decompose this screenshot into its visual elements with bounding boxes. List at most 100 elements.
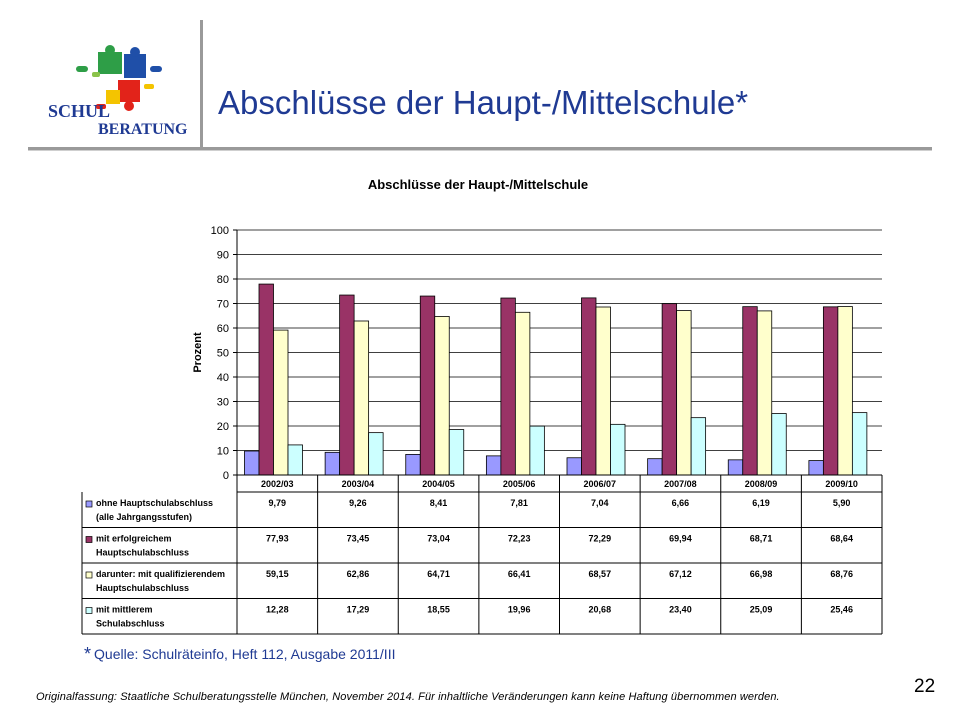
source-note: * Quelle: Schulräteinfo, Heft 112, Ausgab… [84, 644, 395, 665]
category-label: 2008/09 [745, 479, 778, 489]
category-label: 2007/08 [664, 479, 697, 489]
bar-2002/03-s3 [273, 329, 289, 476]
data-label: 64,71 [427, 569, 450, 579]
puzzle-dash-red [96, 104, 106, 109]
y-tick-label: 30 [217, 397, 229, 409]
page-title: Abschlüsse der Haupt-/Mittelschule* [218, 84, 749, 121]
category-label: 2003/04 [342, 479, 375, 489]
legend-swatch-s4 [85, 607, 93, 614]
header-vertical-divider [200, 20, 203, 148]
y-tick-label: 80 [217, 274, 229, 286]
y-axis-label: Prozent [192, 332, 204, 373]
data-label: 73,45 [347, 534, 370, 544]
bar-2005/06-s4 [529, 425, 545, 476]
legend-swatch-s2 [85, 536, 93, 543]
bar-2008/09-s4 [771, 413, 787, 476]
y-tick-label: 0 [223, 470, 229, 482]
legend-label-s4: Schulabschluss [96, 619, 165, 629]
y-tick-label: 50 [217, 348, 229, 360]
puzzle-piece-red [118, 80, 140, 102]
bar-2006/07-s2 [581, 297, 597, 476]
data-label: 62,86 [347, 569, 370, 579]
data-label: 77,93 [266, 534, 289, 544]
category-label: 2005/06 [503, 479, 536, 489]
data-label: 66,41 [508, 569, 531, 579]
y-tick-label: 100 [211, 225, 229, 237]
data-label: 19,96 [508, 605, 531, 615]
data-label: 17,29 [347, 605, 370, 615]
data-label: 69,94 [669, 534, 692, 544]
bar-2003/04-s1 [324, 451, 341, 476]
data-label: 25,46 [830, 605, 853, 615]
data-label: 72,23 [508, 534, 531, 544]
legend-label-s1: (alle Jahrgangsstufen) [96, 512, 192, 522]
data-label: 7,81 [510, 498, 528, 508]
bar-2009/10-s3 [837, 306, 853, 476]
source-asterisk: * [84, 644, 92, 664]
bar-2006/07-s4 [610, 423, 626, 476]
bar-2008/09-s3 [756, 310, 773, 476]
bar-2004/05-s4 [448, 429, 465, 476]
category-label: 2004/05 [422, 479, 455, 489]
bar-2008/09-s1 [727, 459, 744, 476]
puzzle-dash-yellow [144, 84, 154, 89]
data-label: 9,79 [269, 498, 287, 508]
legend-label-s3: darunter: mit qualifizierendem [96, 569, 225, 579]
bar-2006/07-s1 [566, 457, 582, 476]
legend-label-s3: Hauptschulabschluss [96, 583, 189, 593]
legend-swatch-s3 [85, 571, 93, 579]
source-text: Quelle: Schulräteinfo, Heft 112, Ausgabe… [94, 646, 396, 662]
puzzle-dash-lightgreen [92, 72, 100, 77]
data-label: 67,12 [669, 569, 692, 579]
bar-2003/04-s3 [353, 320, 370, 476]
data-label: 68,64 [830, 534, 853, 544]
data-label: 72,29 [589, 534, 612, 544]
logo-text-beratung: BERATUNG [98, 121, 188, 138]
bar-2004/05-s1 [405, 453, 421, 476]
bar-2007/08-s4 [690, 417, 707, 476]
data-label: 68,57 [589, 569, 612, 579]
schulberatung-logo: SCHUL BERATUNG [40, 40, 190, 140]
data-label: 73,04 [427, 534, 450, 544]
category-label: 2009/10 [825, 479, 858, 489]
y-tick-label: 40 [217, 372, 229, 384]
bar-2002/03-s2 [258, 283, 274, 476]
bar-2003/04-s4 [368, 432, 384, 476]
chart-title: Abschlüsse der Haupt-/Mittelschule [368, 177, 588, 192]
data-label: 6,19 [752, 498, 770, 508]
data-label: 20,68 [589, 605, 612, 615]
chart: Abschlüsse der Haupt-/Mittelschule 0 10 20 3… [81, 177, 883, 635]
puzzle-piece-green [98, 52, 122, 74]
page-number: 22 [914, 676, 936, 697]
legend-label-s2: mit erfolgreichem [96, 534, 172, 544]
data-label: 68,76 [830, 569, 853, 579]
data-label: 59,15 [266, 569, 289, 579]
bar-2003/04-s2 [339, 294, 355, 476]
puzzle-logo-icon: SCHUL BERATUNG [48, 45, 188, 138]
data-label: 8,41 [430, 498, 448, 508]
puzzle-piece-blue [124, 54, 146, 78]
bar-2006/07-s3 [595, 306, 611, 476]
footer-disclaimer: Originalfassung: Staatliche Schulberatun… [36, 691, 780, 703]
legend-label-s4: mit mittlerem [96, 605, 153, 615]
bar-2007/08-s3 [676, 310, 692, 476]
bar-2002/03-s1 [244, 450, 260, 476]
y-tick-label: 10 [217, 446, 229, 458]
data-label: 23,40 [669, 605, 692, 615]
bar-2004/05-s3 [434, 316, 450, 476]
puzzle-dash-green [76, 66, 88, 72]
data-label: 7,04 [591, 498, 609, 508]
bar-2009/10-s2 [822, 306, 839, 476]
y-tick-label: 90 [217, 250, 229, 262]
legend-label-s1: ohne Hauptschulabschluss [96, 498, 213, 508]
puzzle-dash-blue [150, 66, 162, 72]
y-tick-label: 60 [217, 323, 229, 335]
bar-2009/10-s4 [851, 412, 868, 476]
puzzle-knob-green [105, 45, 115, 55]
bar-2008/09-s2 [742, 306, 758, 476]
category-label: 2006/07 [584, 479, 617, 489]
data-label: 25,09 [750, 605, 773, 615]
puzzle-knob-red [124, 101, 134, 111]
category-label: 2002/03 [261, 479, 294, 489]
y-tick-label: 70 [217, 299, 229, 311]
